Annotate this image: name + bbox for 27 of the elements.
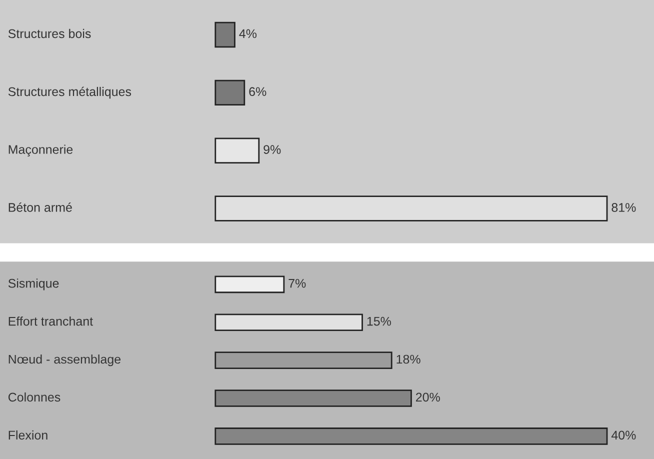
data-label: 6%: [249, 87, 266, 96]
y-tick-label: Béton armé: [8, 202, 72, 212]
y-tick-label: Structures métalliques: [8, 86, 132, 99]
data-label: 9%: [264, 145, 281, 154]
data-label: 15%: [367, 316, 391, 326]
bar: [214, 196, 608, 222]
bar: [214, 352, 392, 369]
bar: [214, 138, 260, 164]
bar: [214, 428, 608, 445]
bar: [214, 276, 285, 294]
data-label: 18%: [396, 354, 420, 364]
y-tick-label: Flexion: [8, 430, 48, 440]
y-tick-label: Sismique: [8, 278, 59, 290]
data-label: 20%: [416, 392, 440, 402]
y-tick-label: Nœud - assemblage: [8, 354, 121, 366]
data-label: 4%: [239, 29, 257, 38]
y-tick-label: Structures bois: [8, 28, 91, 38]
data-label: 81%: [612, 203, 636, 212]
bar: [214, 314, 363, 332]
y-tick-label: Effort tranchant: [8, 316, 93, 326]
bar: [214, 80, 246, 106]
bar: [214, 22, 236, 48]
data-label: 7%: [288, 278, 306, 288]
bar: [214, 390, 412, 407]
y-tick-label: Maçonnerie: [8, 144, 73, 156]
y-tick-label: Colonnes: [8, 392, 60, 402]
data-label: 40%: [611, 430, 636, 440]
